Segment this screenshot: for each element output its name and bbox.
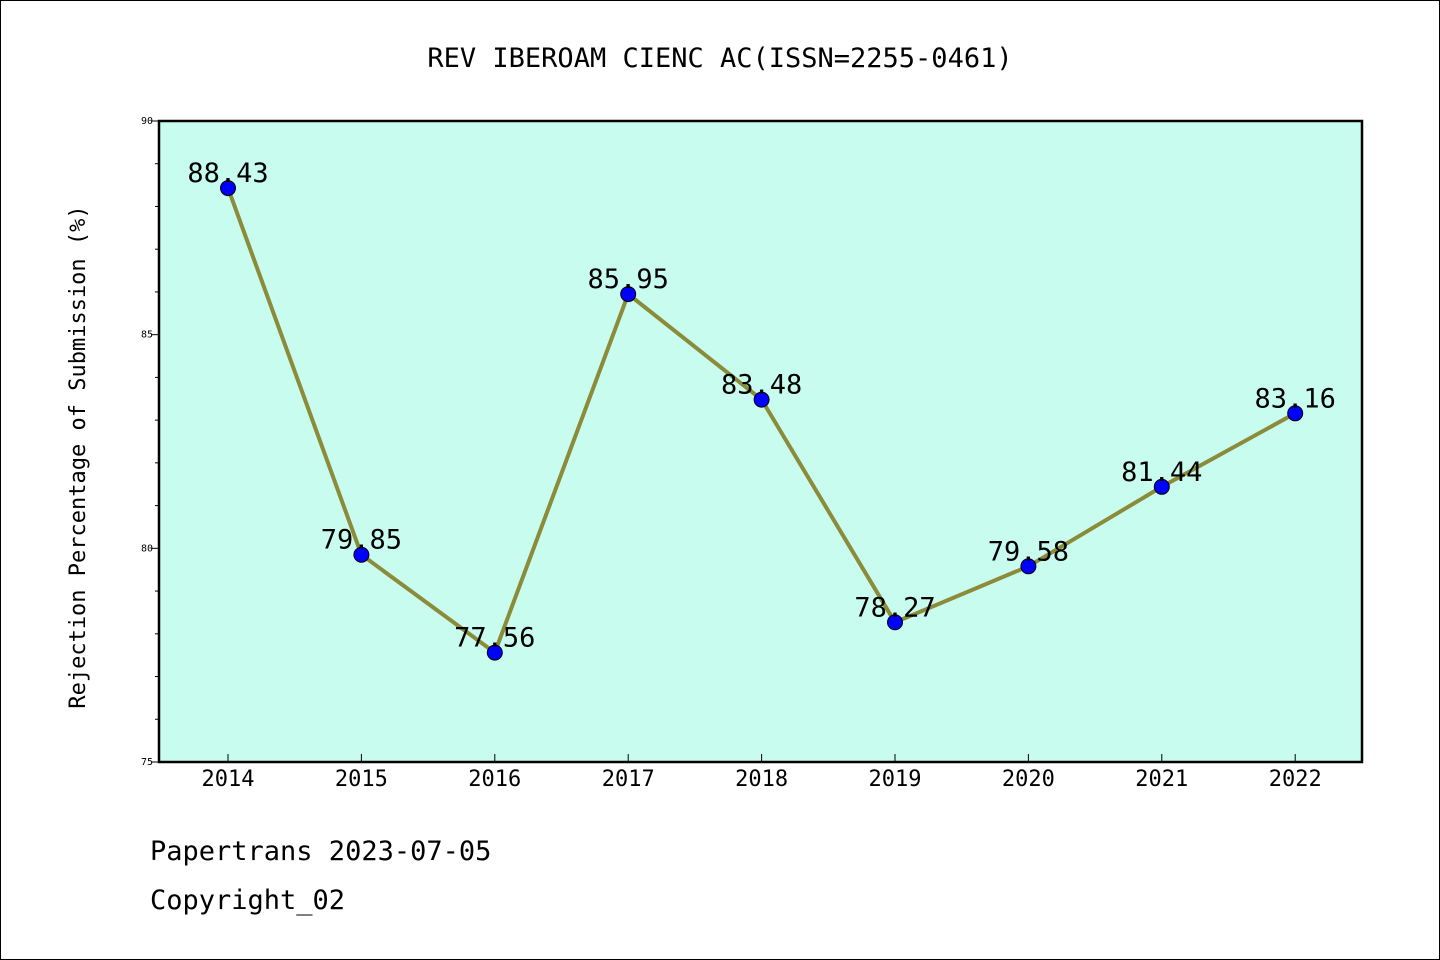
y-tick-label: 80 — [141, 543, 153, 554]
x-tick-label: 2015 — [335, 767, 388, 792]
data-label: 77.56 — [454, 623, 535, 654]
data-point — [1020, 558, 1037, 575]
data-label: 79.85 — [321, 525, 402, 556]
x-tick-label: 2017 — [602, 767, 655, 792]
data-point — [1153, 478, 1170, 495]
data-label: 79.58 — [988, 536, 1069, 567]
footer-date-stamp: Papertrans 2023-07-05 — [150, 836, 492, 867]
footer-copyright: Copyright_02 — [150, 885, 346, 916]
data-point — [887, 614, 903, 631]
data-point — [220, 180, 236, 197]
data-label: 81.44 — [1121, 457, 1202, 488]
y-tick-label: 90 — [141, 116, 153, 127]
plot-border — [157, 119, 1364, 764]
data-point — [486, 644, 503, 661]
x-tick-label: 2016 — [468, 767, 521, 792]
x-tick-label: 2022 — [1269, 767, 1322, 792]
axes-layer: 75 80 85 90 2014 2015 2016 2017 2018 2019 2020 2021… — [141, 116, 1322, 792]
data-label: 83.16 — [1255, 383, 1336, 414]
series-layer: 88.43 79.85 77.56 85.95 83.48 78.27 79.58 81.44… — [187, 158, 1336, 661]
y-tick-label: 75 — [141, 757, 153, 768]
chart-title: REV IBEROAM CIENC AC(ISSN=2255-0461) — [427, 43, 1012, 74]
data-label: 78.27 — [854, 592, 935, 623]
y-axis-label: Rejection Percentage of Submission (%) — [66, 205, 91, 708]
x-tick-label: 2014 — [202, 767, 255, 792]
x-tick-label: 2020 — [1002, 767, 1055, 792]
data-label: 83.48 — [721, 370, 802, 401]
plot-area — [159, 121, 1362, 762]
data-point — [1287, 405, 1304, 422]
x-tick-label: 2021 — [1135, 767, 1188, 792]
data-point — [620, 286, 637, 303]
data-label: 88.43 — [187, 158, 268, 189]
data-point — [353, 546, 370, 563]
data-label: 85.95 — [588, 264, 669, 295]
data-point — [753, 391, 770, 408]
x-tick-label: 2018 — [735, 767, 788, 792]
x-tick-label: 2019 — [869, 767, 922, 792]
y-tick-label: 85 — [141, 330, 153, 341]
